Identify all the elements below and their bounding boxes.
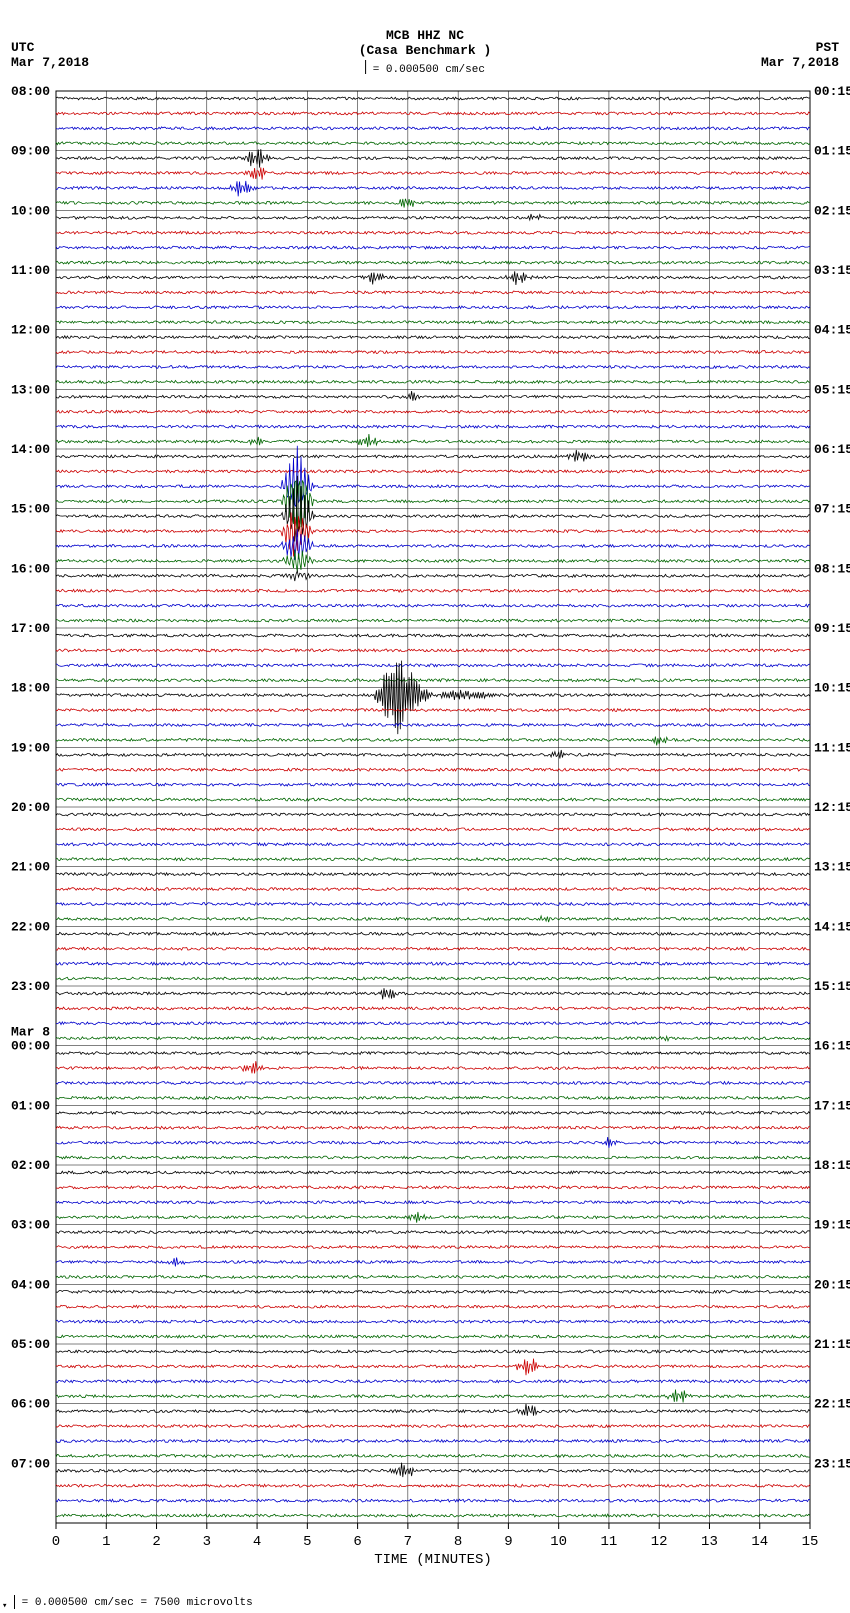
svg-text:16:15: 16:15 (814, 1039, 850, 1054)
svg-text:17:15: 17:15 (814, 1098, 850, 1113)
station-id: MCB HHZ NC (359, 28, 492, 43)
svg-text:23:00: 23:00 (11, 979, 50, 994)
svg-text:16:00: 16:00 (11, 561, 50, 576)
svg-text:14:00: 14:00 (11, 442, 50, 457)
svg-text:14:15: 14:15 (814, 919, 850, 934)
timezone-left: UTC (11, 40, 34, 55)
svg-text:9: 9 (504, 1534, 512, 1550)
svg-text:05:15: 05:15 (814, 382, 850, 397)
svg-text:22:15: 22:15 (814, 1397, 850, 1412)
svg-text:15:15: 15:15 (814, 979, 850, 994)
svg-text:6: 6 (353, 1534, 361, 1550)
svg-text:21:15: 21:15 (814, 1337, 850, 1352)
svg-text:02:00: 02:00 (11, 1158, 50, 1173)
svg-text:11: 11 (601, 1534, 618, 1550)
svg-text:8: 8 (454, 1534, 462, 1550)
svg-text:08:00: 08:00 (11, 85, 50, 99)
svg-text:06:00: 06:00 (11, 1397, 50, 1412)
location-name: (Casa Benchmark ) (359, 43, 492, 58)
svg-text:08:15: 08:15 (814, 561, 850, 576)
svg-text:15: 15 (802, 1534, 819, 1550)
header: MCB HHZ NC (Casa Benchmark ) = 0.000500 … (0, 0, 850, 85)
svg-text:13:00: 13:00 (11, 382, 50, 397)
svg-text:07:15: 07:15 (814, 502, 850, 517)
svg-text:14: 14 (751, 1534, 768, 1550)
footer-scale: ▾ = 0.000500 cm/sec = 7500 microvolts (2, 1595, 253, 1609)
svg-text:00:15: 00:15 (814, 85, 850, 99)
svg-text:00:00: 00:00 (11, 1039, 50, 1054)
svg-text:04:15: 04:15 (814, 323, 850, 338)
svg-text:09:15: 09:15 (814, 621, 850, 636)
svg-text:10: 10 (550, 1534, 567, 1550)
svg-text:12:15: 12:15 (814, 800, 850, 815)
svg-text:2: 2 (152, 1534, 160, 1550)
svg-text:23:15: 23:15 (814, 1456, 850, 1471)
svg-text:03:00: 03:00 (11, 1218, 50, 1233)
svg-text:06:15: 06:15 (814, 442, 850, 457)
svg-text:02:15: 02:15 (814, 203, 850, 218)
svg-text:11:00: 11:00 (11, 263, 50, 278)
svg-text:5: 5 (303, 1534, 311, 1550)
scale-reference: = 0.000500 cm/sec (365, 62, 485, 76)
svg-text:04:00: 04:00 (11, 1277, 50, 1292)
svg-text:19:15: 19:15 (814, 1218, 850, 1233)
svg-text:15:00: 15:00 (11, 502, 50, 517)
svg-text:07:00: 07:00 (11, 1456, 50, 1471)
svg-text:12:00: 12:00 (11, 323, 50, 338)
svg-text:Mar 8: Mar 8 (11, 1025, 50, 1040)
svg-text:TIME (MINUTES): TIME (MINUTES) (374, 1552, 492, 1568)
svg-text:05:00: 05:00 (11, 1337, 50, 1352)
svg-text:22:00: 22:00 (11, 919, 50, 934)
timezone-right: PST (816, 40, 839, 55)
svg-text:03:15: 03:15 (814, 263, 850, 278)
svg-text:13: 13 (701, 1534, 718, 1550)
svg-text:18:15: 18:15 (814, 1158, 850, 1173)
svg-text:10:15: 10:15 (814, 681, 850, 696)
svg-text:13:15: 13:15 (814, 860, 850, 875)
date-left: Mar 7,2018 (11, 55, 89, 70)
svg-text:18:00: 18:00 (11, 681, 50, 696)
date-right: Mar 7,2018 (761, 55, 839, 70)
svg-text:0: 0 (52, 1534, 60, 1550)
svg-text:7: 7 (404, 1534, 412, 1550)
svg-text:4: 4 (253, 1534, 261, 1550)
svg-text:01:00: 01:00 (11, 1098, 50, 1113)
svg-text:20:15: 20:15 (814, 1277, 850, 1292)
svg-text:17:00: 17:00 (11, 621, 50, 636)
title: MCB HHZ NC (Casa Benchmark ) (359, 28, 492, 58)
svg-text:3: 3 (203, 1534, 211, 1550)
svg-text:21:00: 21:00 (11, 860, 50, 875)
svg-text:20:00: 20:00 (11, 800, 50, 815)
svg-text:01:15: 01:15 (814, 144, 850, 159)
seismogram-plot: 08:00 09:00 10:00 11:00 12:00 13:00 14:00 15:00… (0, 85, 850, 1575)
svg-text:11:15: 11:15 (814, 740, 850, 755)
svg-text:09:00: 09:00 (11, 144, 50, 159)
svg-text:10:00: 10:00 (11, 203, 50, 218)
svg-text:19:00: 19:00 (11, 740, 50, 755)
svg-text:12: 12 (651, 1534, 668, 1550)
svg-text:1: 1 (102, 1534, 110, 1550)
